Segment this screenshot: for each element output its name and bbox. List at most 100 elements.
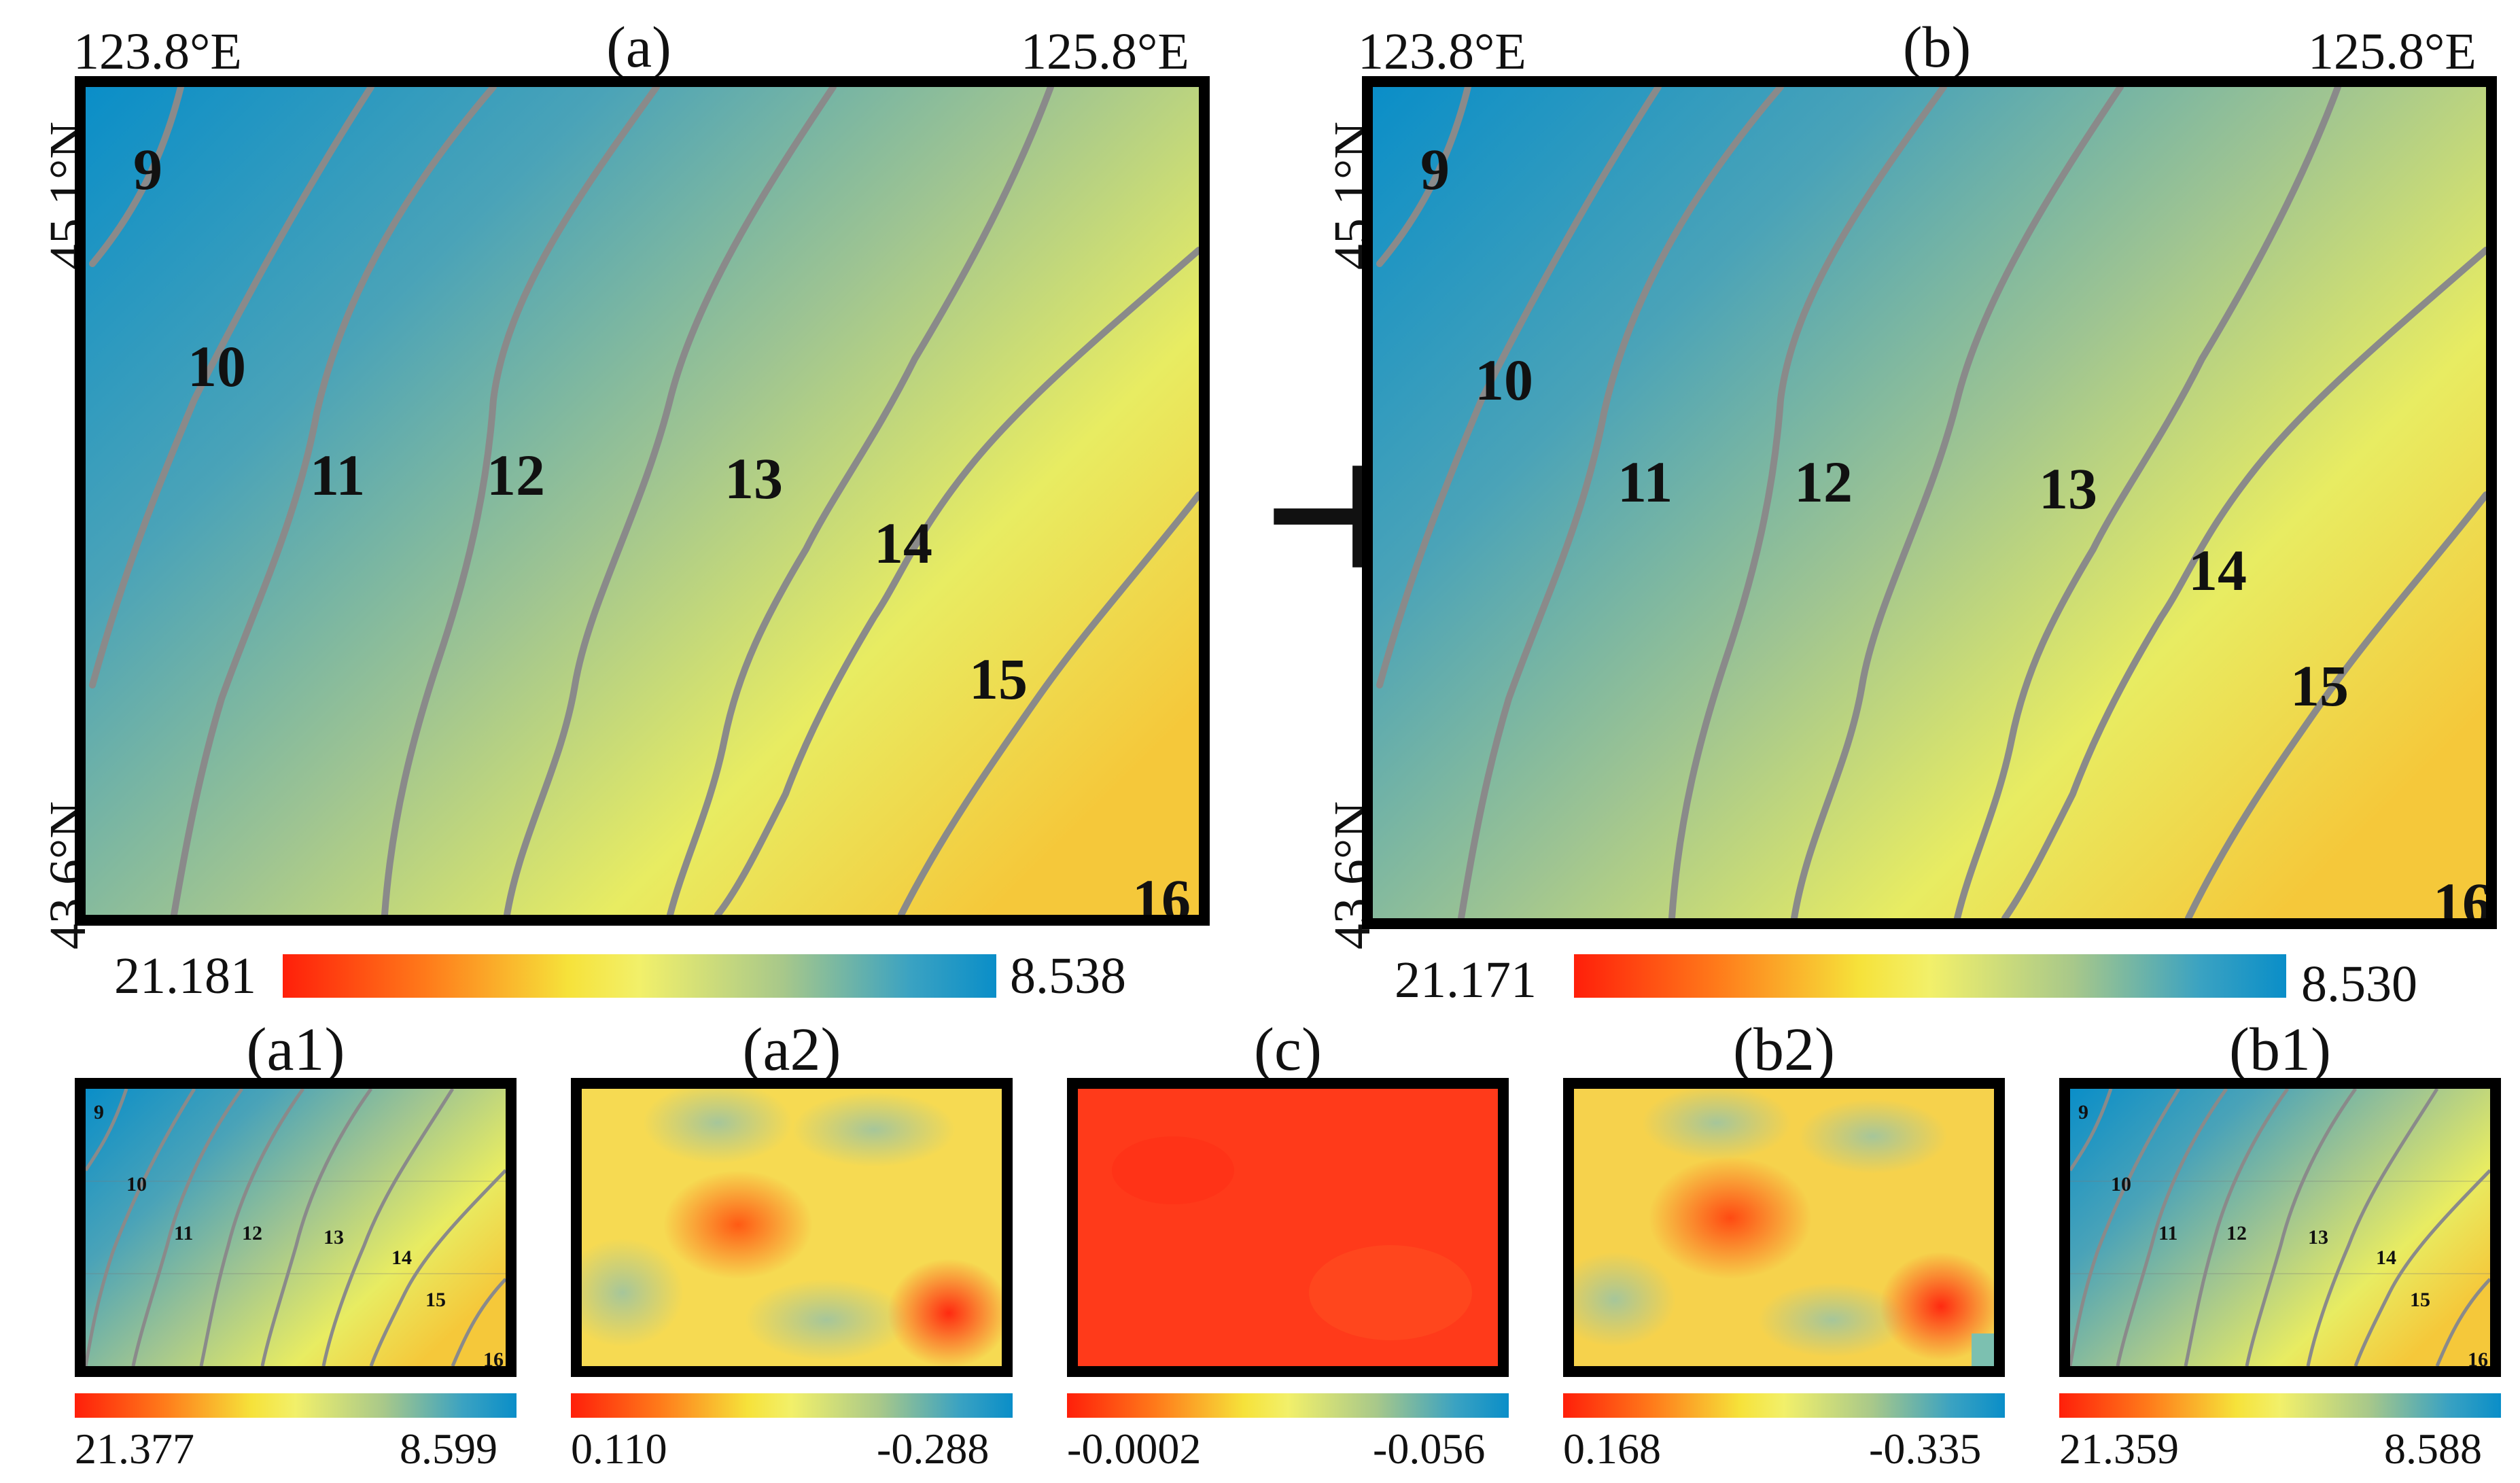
small-panel-b1-contour-6 bbox=[2306, 1089, 2439, 1366]
small-panel-b2-blob-4 bbox=[1757, 1283, 1907, 1357]
small-panel-b1-contour-7 bbox=[2353, 1169, 2490, 1366]
panel-a-colorbar-left-value: 21.181 bbox=[114, 947, 256, 1005]
small-panel-a1-contour-3 bbox=[131, 1089, 244, 1366]
small-panel-b1-label-9: 9 bbox=[2078, 1101, 2088, 1123]
panel-a-title: (a) bbox=[606, 14, 671, 80]
panel-a-contour-12 bbox=[381, 87, 660, 915]
small-panel-a1-label-10: 10 bbox=[126, 1173, 147, 1196]
panel-a-map-svg: 9 10 11 12 13 14 15 16 bbox=[86, 87, 1199, 915]
panel-b-colorbar-right-value: 8.530 bbox=[2301, 956, 2417, 1013]
small-panel-b2-map bbox=[1563, 1078, 2005, 1377]
small-panel-a1-contour-8 bbox=[451, 1278, 506, 1366]
small-panel-a1-contour-6 bbox=[321, 1089, 455, 1366]
panel-b-label-13: 13 bbox=[2039, 456, 2097, 521]
small-panel-a1-contour-5 bbox=[260, 1089, 373, 1366]
small-panel-b1-colorbar-left: 21.359 bbox=[2059, 1425, 2179, 1473]
small-panel-a1-colorbar-left: 21.377 bbox=[75, 1425, 194, 1473]
panel-a-label-16: 16 bbox=[1132, 867, 1191, 915]
small-panel-c-colorbar bbox=[1067, 1393, 1509, 1418]
small-panel-b1-contour-2 bbox=[2070, 1089, 2181, 1366]
panel-a-contour-16 bbox=[898, 491, 1199, 915]
panel-b-contour-9 bbox=[1376, 87, 1471, 267]
small-panel-b2-corner-patch bbox=[1972, 1333, 1994, 1366]
panel-a-label-14: 14 bbox=[874, 510, 932, 576]
panel-a-label-12: 12 bbox=[487, 442, 545, 508]
small-panel-b2-blob-5 bbox=[1649, 1157, 1812, 1279]
small-panel-a1-svg: 9 10 11 12 13 14 15 16 bbox=[86, 1089, 506, 1366]
panel-b-label-12: 12 bbox=[1794, 449, 1853, 514]
small-panel-a1-contour-7 bbox=[369, 1169, 506, 1366]
panel-a-label-9: 9 bbox=[133, 137, 162, 202]
small-panel-b1-contour-5 bbox=[2245, 1089, 2358, 1366]
small-panel-a2-colorbar-left: 0.110 bbox=[571, 1425, 667, 1473]
small-panel-b1-label-10: 10 bbox=[2111, 1173, 2131, 1196]
small-panel-b1-contour-4 bbox=[2184, 1089, 2290, 1366]
panel-a-map: 9 10 11 12 13 14 15 16 bbox=[75, 76, 1210, 926]
panel-a-label-10: 10 bbox=[188, 334, 246, 399]
panel-b-map-svg: 9 10 11 12 13 14 15 16 bbox=[1373, 87, 2486, 918]
small-panel-b2-blob-3 bbox=[1574, 1252, 1676, 1347]
panel-b-contour-11 bbox=[1458, 87, 1784, 918]
panel-b-lon-west: 123.8°E bbox=[1358, 23, 1526, 80]
panel-b-contour-10 bbox=[1376, 87, 1662, 688]
panel-a-lon-east: 125.8°E bbox=[1021, 23, 1189, 80]
small-panel-b1-colorbar bbox=[2059, 1393, 2501, 1418]
panel-a-contour-10 bbox=[89, 87, 374, 688]
panel-b-colorbar bbox=[1574, 954, 2286, 998]
small-panel-b2-blob-2 bbox=[1798, 1099, 1948, 1174]
panel-a-colorbar-right-value: 8.538 bbox=[1010, 947, 1126, 1005]
small-panel-b2-svg bbox=[1574, 1089, 1994, 1366]
small-panel-c-map bbox=[1067, 1078, 1509, 1377]
small-panel-a2-svg bbox=[582, 1089, 1002, 1366]
small-panel-a2-blob-2 bbox=[792, 1092, 956, 1167]
small-panel-a1-label-12: 12 bbox=[242, 1222, 262, 1244]
panel-b-label-9: 9 bbox=[1420, 137, 1450, 202]
small-panel-b1-contour-1 bbox=[2070, 1089, 2113, 1172]
panel-a-field bbox=[86, 87, 1199, 915]
panel-b-label-15: 15 bbox=[2290, 653, 2349, 718]
small-panel-a1-label-9: 9 bbox=[94, 1101, 104, 1123]
small-panel-b2-blob-6 bbox=[1880, 1252, 1994, 1361]
small-panel-b1-label-11: 11 bbox=[2158, 1222, 2177, 1244]
small-panel-a1-contour-4 bbox=[199, 1089, 305, 1366]
small-panel-c-patch-1 bbox=[1309, 1245, 1472, 1340]
small-panel-a1-field bbox=[86, 1089, 506, 1366]
small-panel-c-colorbar-right: -0.056 bbox=[1373, 1425, 1486, 1473]
small-panel-a1-label-15: 15 bbox=[425, 1289, 446, 1311]
panel-b-label-16: 16 bbox=[2433, 871, 2486, 918]
small-panel-b2-title: (b2) bbox=[1733, 1016, 1835, 1083]
small-panel-b2-colorbar-right: -0.335 bbox=[1869, 1425, 1982, 1473]
small-panel-b1-contour-8 bbox=[2435, 1278, 2490, 1366]
panel-a-contour-14 bbox=[667, 87, 1054, 915]
panel-a-label-15: 15 bbox=[969, 646, 1028, 712]
panel-b-contour-14 bbox=[1954, 87, 2341, 918]
panel-b-label-10: 10 bbox=[1475, 347, 1533, 413]
small-panel-a1-map: 9 10 11 12 13 14 15 16 bbox=[75, 1078, 517, 1377]
panel-a-contour-9 bbox=[89, 87, 184, 267]
small-panel-a1-label-13: 13 bbox=[323, 1226, 344, 1249]
panel-a-contour-13 bbox=[504, 87, 837, 915]
small-panel-c-svg bbox=[1078, 1089, 1498, 1366]
small-panel-a1-label-14: 14 bbox=[391, 1246, 412, 1269]
small-panel-a1-colorbar bbox=[75, 1393, 517, 1418]
panel-a-contour-15 bbox=[714, 247, 1199, 915]
panel-b-title: (b) bbox=[1902, 14, 1972, 80]
panel-b-contour-12 bbox=[1668, 87, 1947, 918]
small-panel-a1-title: (a1) bbox=[246, 1016, 345, 1083]
small-panel-a2-colorbar bbox=[571, 1393, 1013, 1418]
small-panel-c-colorbar-left: -0.0002 bbox=[1067, 1425, 1202, 1473]
small-panel-a2-blob-6 bbox=[888, 1259, 1002, 1366]
small-panel-b1-label-13: 13 bbox=[2308, 1226, 2328, 1249]
panel-b-label-11: 11 bbox=[1617, 449, 1673, 514]
small-panel-b1-map: 9 10 11 12 13 14 15 16 bbox=[2059, 1078, 2501, 1377]
panel-b-map: 9 10 11 12 13 14 15 16 bbox=[1362, 76, 2497, 929]
small-panel-a1-label-11: 11 bbox=[174, 1222, 193, 1244]
small-panel-b1-label-12: 12 bbox=[2226, 1222, 2247, 1244]
small-panel-b2-colorbar-left: 0.168 bbox=[1563, 1425, 1661, 1473]
panel-b-contour-15 bbox=[2001, 247, 2486, 918]
panel-b-colorbar-left-value: 21.171 bbox=[1395, 952, 1537, 1009]
small-panel-a1-label-16: 16 bbox=[483, 1348, 504, 1366]
small-panel-a1-contour-2 bbox=[86, 1089, 196, 1366]
small-panel-c-title: (c) bbox=[1254, 1016, 1322, 1083]
panel-b-contour-13 bbox=[1791, 87, 2124, 918]
